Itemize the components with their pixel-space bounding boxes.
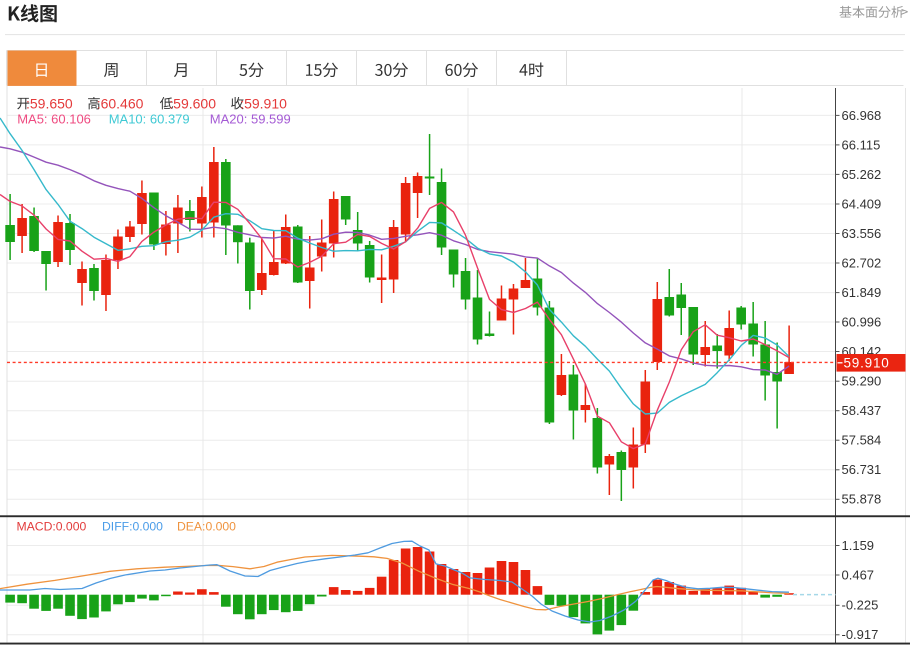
svg-text:66.115: 66.115: [842, 137, 881, 152]
svg-text::59.910: :59.910: [240, 95, 287, 111]
svg-text:1.159: 1.159: [842, 538, 875, 553]
svg-text:MACD:0.000: MACD:0.000: [17, 520, 87, 534]
svg-text:61.849: 61.849: [842, 285, 882, 300]
svg-text:MA5: 60.106: MA5: 60.106: [17, 112, 91, 127]
svg-text:55.878: 55.878: [842, 492, 882, 507]
svg-text::59.600: :59.600: [169, 95, 216, 111]
svg-text:-0.917: -0.917: [842, 627, 879, 642]
svg-text:DEA:0.000: DEA:0.000: [177, 520, 236, 534]
svg-text:-0.225: -0.225: [842, 598, 879, 613]
svg-text:59.910: 59.910: [844, 356, 890, 371]
svg-text::59.650: :59.650: [26, 95, 73, 111]
svg-text:66.968: 66.968: [842, 108, 882, 123]
svg-text:MA20: 59.599: MA20: 59.599: [210, 112, 291, 127]
svg-text:62.702: 62.702: [842, 255, 882, 270]
svg-text:64.409: 64.409: [842, 196, 882, 211]
svg-text:65.262: 65.262: [842, 167, 882, 182]
svg-text:60.996: 60.996: [842, 314, 882, 329]
svg-text:57.584: 57.584: [842, 433, 882, 448]
svg-text:59.290: 59.290: [842, 374, 882, 389]
svg-text:56.731: 56.731: [842, 462, 882, 477]
svg-text:58.437: 58.437: [842, 403, 882, 418]
svg-text:MA10: 60.379: MA10: 60.379: [109, 112, 190, 127]
svg-text::60.460: :60.460: [97, 95, 144, 111]
svg-text:0.467: 0.467: [842, 567, 875, 582]
svg-text:63.556: 63.556: [842, 226, 882, 241]
svg-text:DIFF:0.000: DIFF:0.000: [102, 520, 163, 534]
